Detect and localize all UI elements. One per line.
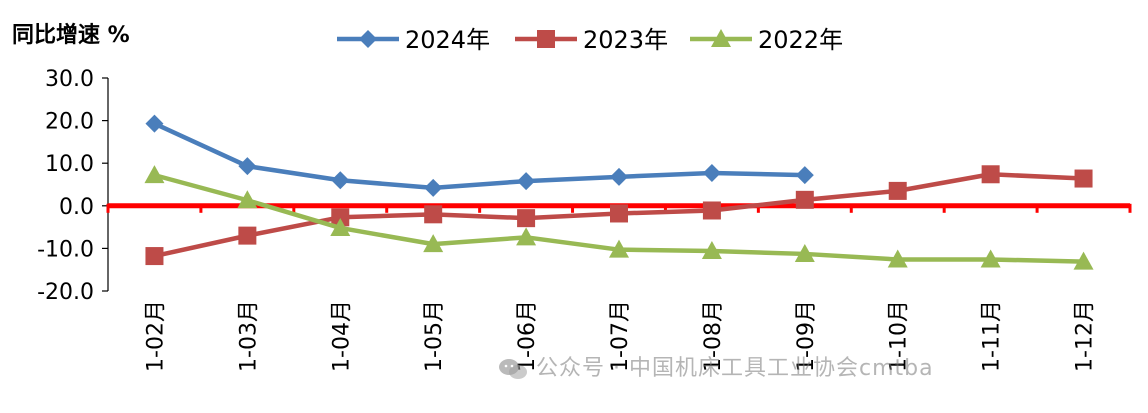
data-point xyxy=(980,249,1001,268)
y-tick-label: -10.0 xyxy=(37,237,94,262)
data-point xyxy=(424,178,443,197)
x-tick-label: 1-09月 xyxy=(794,300,819,372)
legend-item: 2023年 xyxy=(515,26,668,54)
data-point xyxy=(610,204,628,223)
x-tick-label: 1-07月 xyxy=(608,300,633,372)
data-point xyxy=(1073,251,1094,270)
data-point xyxy=(331,171,350,190)
data-point xyxy=(517,209,536,228)
x-tick-label: 1-04月 xyxy=(329,300,354,372)
legend-label: 2024年 xyxy=(405,26,490,54)
data-point xyxy=(701,240,722,259)
x-tick-label: 1-12月 xyxy=(1073,300,1098,372)
wechat-icon xyxy=(498,357,528,381)
data-point xyxy=(795,190,814,209)
data-point xyxy=(331,208,350,227)
data-point xyxy=(516,227,537,246)
data-point xyxy=(423,234,444,253)
data-point xyxy=(238,157,257,176)
y-tick-label: 20.0 xyxy=(45,110,94,135)
data-point xyxy=(330,217,351,236)
data-point xyxy=(610,167,628,186)
data-point xyxy=(1074,169,1093,188)
x-tick-label: 1-06月 xyxy=(515,300,540,372)
x-tick-label: 1-10月 xyxy=(887,300,912,372)
data-point xyxy=(145,114,164,133)
data-point xyxy=(145,247,164,266)
x-tick-label: 1-02月 xyxy=(143,300,168,372)
data-point xyxy=(702,163,721,182)
y-tick-label: 30.0 xyxy=(45,67,94,92)
legend-label: 2022年 xyxy=(758,26,843,54)
y-axis-title: 同比增速 % xyxy=(12,22,130,48)
y-tick-label: -20.0 xyxy=(37,280,94,305)
x-tick-label: 1-03月 xyxy=(236,300,261,372)
legend-label: 2023年 xyxy=(583,26,668,54)
data-point xyxy=(702,201,721,220)
data-point xyxy=(795,166,814,185)
legend-marker xyxy=(711,29,731,47)
data-point xyxy=(237,190,258,209)
series-line xyxy=(153,121,805,191)
legend: 2024年 2023年 2022年 xyxy=(337,26,843,54)
data-point xyxy=(517,172,536,191)
data-point xyxy=(238,226,257,245)
x-tick-label: 1-05月 xyxy=(422,300,447,372)
legend-marker xyxy=(359,30,377,48)
data-point xyxy=(144,165,165,184)
legend-item: 2022年 xyxy=(690,26,843,54)
y-tick-label: 10.0 xyxy=(45,152,94,177)
data-point xyxy=(424,205,443,224)
watermark: 公众号 · 中国机床工具工业协会cmtba xyxy=(498,350,934,382)
data-point xyxy=(794,243,815,262)
data-point xyxy=(888,181,907,200)
data-point xyxy=(609,239,629,258)
series-2 xyxy=(144,165,1094,270)
legend-marker xyxy=(537,30,555,48)
legend-item: 2024年 xyxy=(337,26,490,54)
y-axis: 30.0 20.0 10.0 0.0 -10.0 -20.0 xyxy=(37,67,109,305)
data-point xyxy=(887,249,908,268)
series-0 xyxy=(145,114,814,197)
y-tick-label: 0.0 xyxy=(59,195,94,220)
x-tick-label: 1-11月 xyxy=(980,300,1005,372)
data-point xyxy=(981,165,1000,184)
series-1 xyxy=(145,165,1093,266)
x-axis: 1-02月 1-03月 1-04月 1-05月 1-06月 1-07月 1-08月 1-09月… xyxy=(106,203,1132,372)
x-tick-label: 1-08月 xyxy=(701,300,726,372)
series-group xyxy=(144,114,1094,270)
watermark-text: 公众号 · 中国机床工具工业协会cmtba xyxy=(536,356,934,381)
